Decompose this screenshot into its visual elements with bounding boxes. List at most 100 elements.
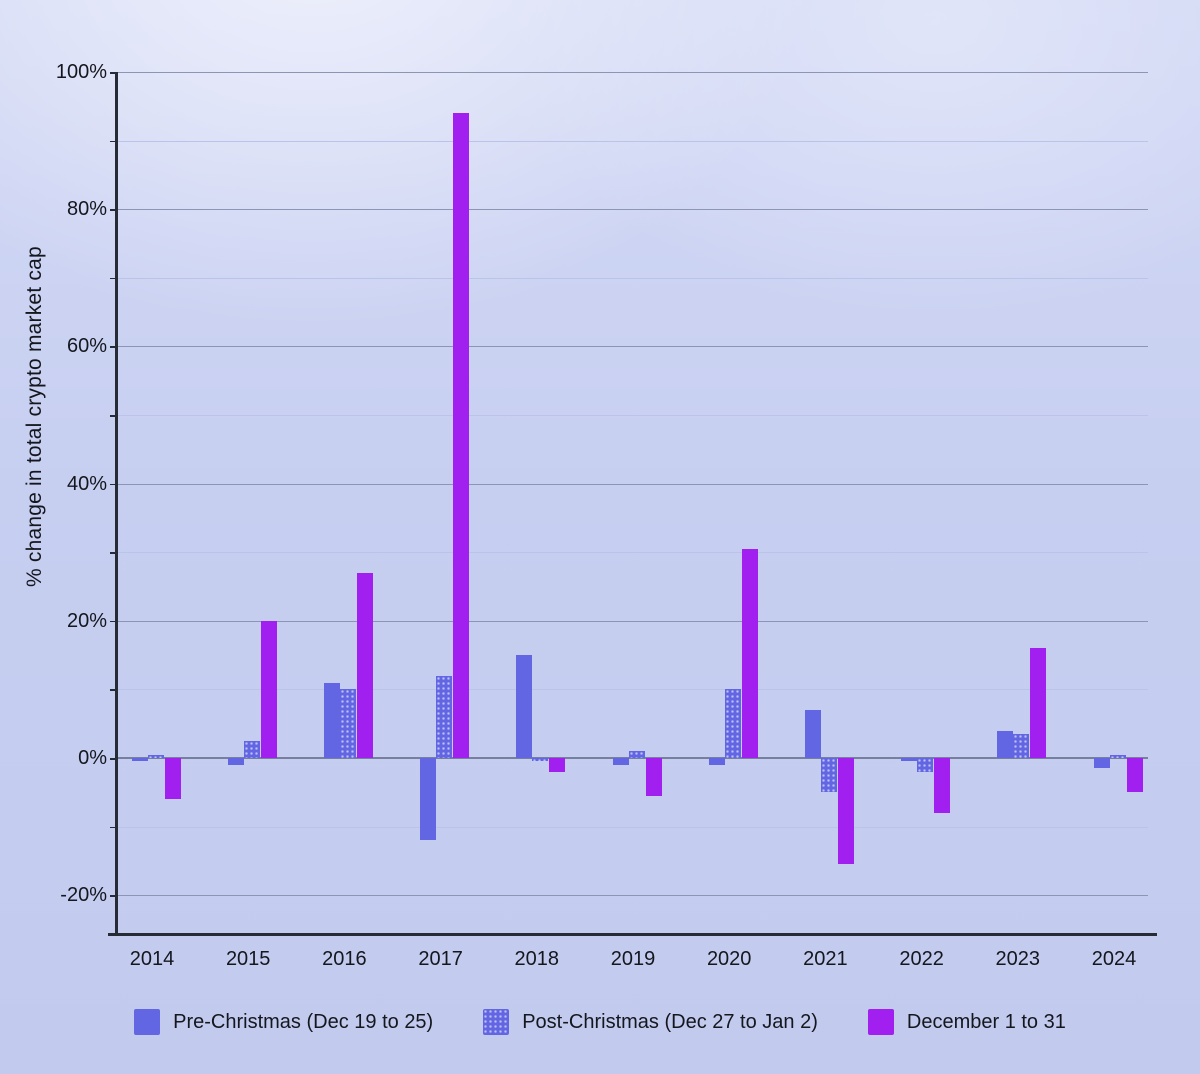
y-axis-tick [110, 826, 117, 829]
gridline [117, 72, 1148, 73]
bar-group-2023 [997, 72, 1047, 935]
bar-series1-2019 [628, 751, 645, 758]
y-axis-tick [110, 140, 117, 143]
y-axis-tick [110, 209, 117, 211]
x-axis-line [108, 933, 1157, 936]
x-tick-label: 2019 [610, 948, 656, 970]
gridline [117, 483, 1148, 485]
bar-group-2019 [612, 72, 662, 935]
bar-series2-2023 [1030, 648, 1047, 758]
bar-series0-2016 [323, 682, 340, 758]
y-axis-tick [110, 620, 117, 623]
pre-christmas-swatch-icon [134, 1009, 161, 1035]
gridline [117, 277, 1148, 279]
gridline [117, 552, 1148, 554]
bar-series0-2023 [997, 730, 1014, 758]
bar-group-2024 [1093, 72, 1143, 935]
y-tick-label: 20% [66, 609, 107, 632]
bar-series1-2022 [917, 758, 934, 772]
bar-series0-2020 [708, 758, 725, 765]
y-axis-tick [110, 277, 117, 280]
bar-series0-2019 [612, 758, 629, 765]
plot-area: 100% 80% 60% 40% 20% 0% -20% 2014 2015 2016 2017 2… [56, 61, 1157, 970]
bar-series1-2017 [436, 675, 453, 758]
bar-series0-2014 [131, 758, 148, 762]
legend-label: Post-Christmas (Dec 27 to Jan 2) [522, 1010, 818, 1033]
gridline [117, 140, 1148, 142]
bar-group-2021 [804, 72, 854, 935]
bar-series2-2021 [837, 758, 854, 865]
legend-item-post-christmas: Post-Christmas (Dec 27 to Jan 2) [483, 1009, 818, 1035]
bar-group-2016 [323, 72, 373, 935]
december-swatch-icon [867, 1009, 894, 1035]
y-axis-line [115, 72, 118, 935]
x-tick-label: 2018 [514, 948, 560, 970]
y-tick-label: 0% [78, 747, 107, 769]
bar-series1-2023 [1013, 733, 1030, 758]
legend-item-december: December 1 to 31 [867, 1009, 1066, 1035]
gridline [117, 895, 1148, 897]
x-tick-label: 2022 [899, 948, 944, 970]
bar-series1-2020 [724, 689, 741, 758]
gridline [117, 415, 1148, 416]
post-christmas-swatch-icon [483, 1009, 510, 1035]
bar-series0-2022 [901, 758, 918, 762]
legend-label: December 1 to 31 [906, 1010, 1066, 1033]
bar-series2-2019 [645, 758, 662, 796]
y-tick-label: 60% [66, 335, 107, 358]
bar-series2-2016 [356, 572, 373, 758]
legend: Pre-Christmas (Dec 19 to 25) Post-Christ… [0, 1000, 1200, 1044]
gridline [117, 209, 1148, 211]
bar-group-2022 [901, 72, 951, 935]
y-axis-tick [110, 346, 117, 348]
bar-group-2015 [227, 72, 277, 935]
y-tick-label: 40% [66, 472, 107, 495]
bar-series2-2018 [549, 758, 566, 772]
y-tick-label: 80% [66, 198, 107, 221]
y-axis-tick [110, 72, 117, 74]
bar-series2-2015 [260, 620, 277, 758]
x-tick-label: 2021 [803, 948, 848, 970]
bar-series1-2021 [820, 758, 837, 793]
bar-series0-2024 [1093, 758, 1110, 769]
gridline [117, 757, 1148, 759]
bar-series1-2024 [1109, 754, 1126, 758]
x-tick-label: 2017 [418, 948, 463, 970]
y-axis-tick [110, 415, 117, 417]
bar-series0-2018 [516, 655, 533, 758]
gridline [117, 826, 1148, 828]
bar-series2-2020 [741, 548, 758, 758]
x-tick-label: 2015 [225, 948, 271, 970]
y-axis-tick [110, 689, 117, 691]
bar-series2-2022 [934, 758, 951, 813]
bar-series1-2015 [243, 740, 260, 758]
legend-item-pre-christmas: Pre-Christmas (Dec 19 to 25) [134, 1009, 433, 1035]
y-axis-title: % change in total crypto market cap [23, 246, 46, 588]
x-tick-label: 2020 [706, 948, 752, 970]
bar-group-2018 [516, 72, 566, 935]
legend-label: Pre-Christmas (Dec 19 to 25) [173, 1010, 434, 1033]
gridline [117, 346, 1148, 348]
y-tick-label: -20% [60, 884, 107, 907]
y-axis-tick [110, 552, 117, 554]
x-tick-label: 2016 [322, 948, 367, 970]
bar-series2-2014 [164, 758, 181, 800]
bar-series1-2014 [147, 754, 164, 758]
bar-group-2020 [708, 72, 758, 935]
y-axis-tick [110, 758, 117, 760]
bar-series1-2018 [532, 758, 549, 762]
x-tick-label: 2024 [1091, 948, 1137, 970]
bar-series0-2021 [804, 709, 821, 758]
bar-group-2014 [131, 72, 181, 935]
gridline [117, 689, 1148, 691]
bar-series0-2017 [420, 758, 437, 841]
bar-group-2017 [420, 72, 470, 935]
y-axis-tick [110, 895, 117, 897]
bar-series2-2024 [1126, 758, 1143, 793]
y-tick-label: 100% [55, 61, 107, 83]
x-tick-label: 2014 [129, 948, 175, 970]
bar-series1-2016 [339, 689, 356, 758]
gridline [117, 620, 1148, 622]
bar-series2-2017 [453, 113, 470, 758]
